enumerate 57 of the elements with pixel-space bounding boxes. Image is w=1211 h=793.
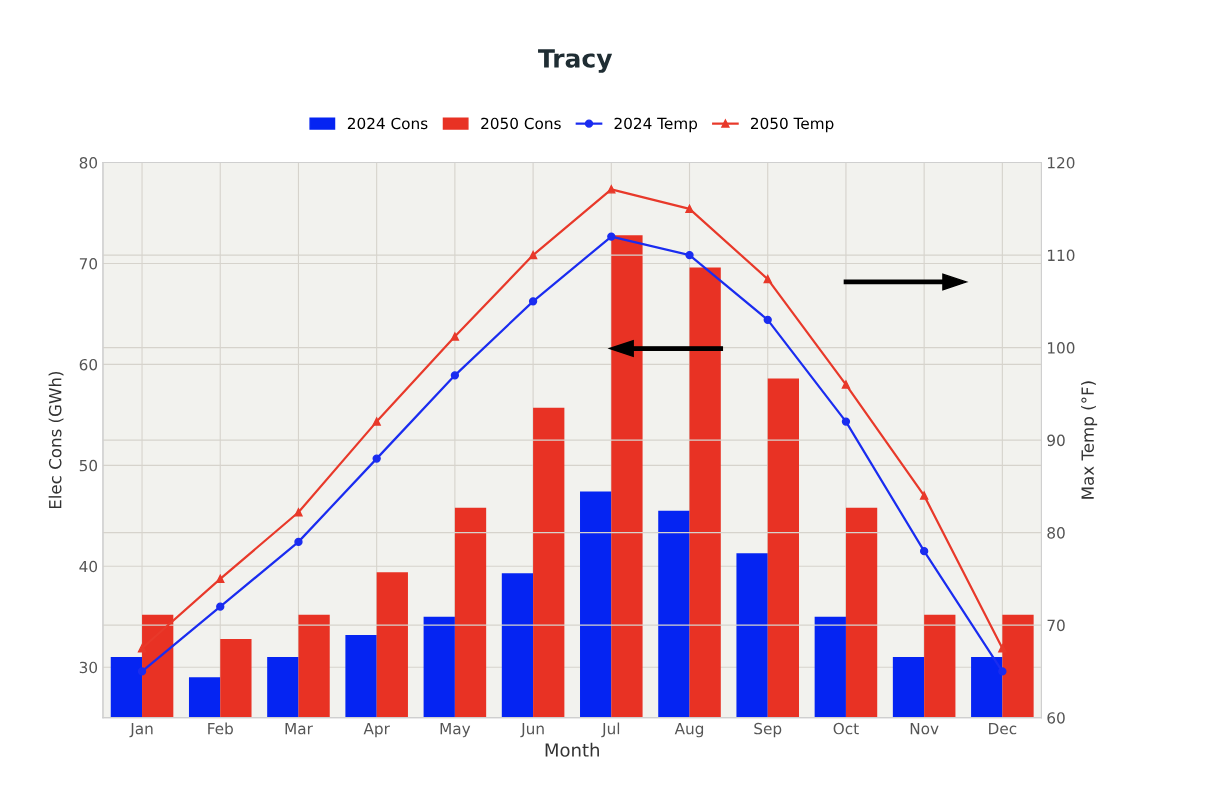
y2-tick-label: 90 — [1047, 434, 1065, 447]
point — [372, 417, 381, 426]
y-tick-label: 60 — [79, 358, 98, 371]
legend-label: 2050 Cons — [481, 117, 561, 130]
x-tick-label: Nov — [910, 723, 939, 735]
x-tick-label: Jan — [129, 723, 153, 738]
y2-tick-label: 110 — [1048, 249, 1075, 262]
point — [137, 667, 147, 676]
point — [372, 454, 381, 463]
point — [998, 667, 1007, 676]
x-tick-label: Sep — [754, 722, 782, 738]
x-tick-label: Feb — [208, 722, 233, 735]
chart-title: Tracy — [538, 49, 613, 73]
y-axis-title: Elec Cons (GWh) — [48, 371, 64, 509]
point — [137, 644, 147, 653]
point — [450, 332, 460, 341]
point — [763, 315, 772, 325]
x-tick-label: Jun — [520, 723, 544, 738]
point — [216, 602, 225, 611]
point — [841, 417, 851, 426]
point — [763, 274, 772, 284]
x-tick-label: Aug — [674, 723, 704, 738]
x-tick-label: Apr — [363, 723, 390, 738]
point — [685, 250, 694, 260]
point — [294, 537, 303, 547]
x-tick-label: Oct — [833, 722, 859, 735]
point — [294, 508, 303, 517]
y2-axis-title: Max Temp (°F) — [1081, 381, 1098, 499]
y-tick-label: 50 — [79, 459, 98, 472]
point — [607, 232, 616, 241]
point — [528, 250, 538, 260]
y-tick-label: 30 — [79, 661, 98, 674]
y2-tick-label: 80 — [1047, 527, 1065, 539]
y-tick-label: 70 — [79, 257, 98, 270]
point — [919, 546, 929, 556]
point — [919, 491, 929, 500]
legend-label: 2024 Temp — [614, 117, 698, 133]
legend-label: 2050 Temp — [750, 117, 834, 133]
point — [528, 297, 538, 306]
y2-tick-label: 120 — [1048, 157, 1075, 169]
y2-tick-label: 60 — [1047, 712, 1065, 724]
point — [450, 371, 460, 380]
point — [685, 204, 694, 213]
y2-tick-label: 70 — [1047, 619, 1065, 632]
y-tick-label: 40 — [79, 560, 98, 573]
legend-label: 2024 Cons — [347, 117, 428, 130]
x-tick-label: Dec — [989, 723, 1017, 735]
y2-tick-label: 100 — [1048, 342, 1075, 354]
x-tick-label: May — [440, 723, 471, 738]
point — [607, 185, 616, 194]
point — [216, 574, 225, 584]
x-tick-label: Jul — [601, 722, 620, 738]
y-tick-label: 80 — [79, 157, 98, 169]
point — [841, 380, 851, 389]
x-axis-title: Month — [545, 742, 599, 757]
x-tick-label: Mar — [285, 723, 313, 735]
point — [998, 644, 1007, 653]
